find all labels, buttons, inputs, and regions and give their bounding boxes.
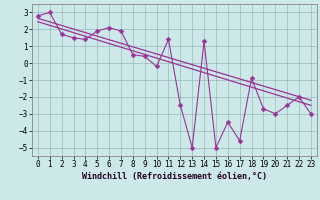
X-axis label: Windchill (Refroidissement éolien,°C): Windchill (Refroidissement éolien,°C) <box>82 172 267 181</box>
